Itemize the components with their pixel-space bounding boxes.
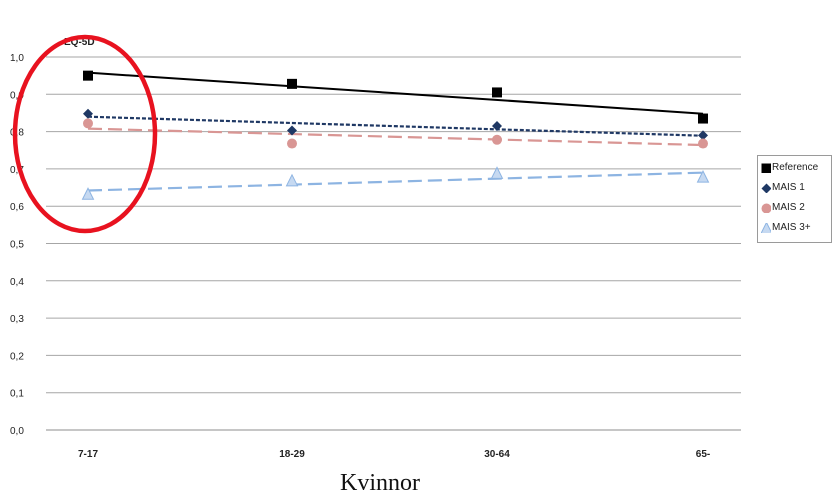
legend-label: MAIS 2: [772, 202, 805, 213]
legend-label: Reference: [772, 162, 819, 173]
y-axis-label: EQ-5D: [64, 37, 95, 48]
legend-marker: [761, 203, 771, 213]
legend-item: MAIS 3+: [761, 221, 811, 235]
legend-marker-icon: [761, 183, 771, 193]
legend-marker: [761, 163, 771, 173]
data-point: [698, 113, 708, 124]
x-tick-label: 30-64: [484, 449, 510, 460]
data-point: [83, 118, 93, 129]
legend-label: MAIS 1: [772, 182, 805, 193]
data-point: [287, 138, 297, 149]
data-point: [698, 138, 708, 149]
x-tick-label: 7-17: [78, 449, 98, 460]
y-tick-label: 0,6: [10, 202, 24, 213]
legend-marker-icon: [761, 163, 771, 173]
x-tick-label: 65-: [696, 449, 710, 460]
grid: [46, 56, 741, 431]
y-tick-label: 0,9: [10, 90, 24, 101]
data-point: [492, 134, 502, 145]
y-tick-label: 0,4: [10, 277, 24, 288]
data-point: [492, 121, 502, 132]
data-point: [490, 166, 504, 179]
trend-line: [87, 115, 704, 137]
data-point: [81, 187, 95, 200]
data-point: [492, 87, 502, 98]
legend-item: MAIS 2: [761, 201, 805, 215]
legend-marker: [761, 223, 771, 233]
trend-lines: [87, 71, 704, 192]
y-tick-label: 1,0: [10, 53, 24, 64]
x-tick-labels: 7-17 18-29 30-64 65-: [78, 449, 710, 460]
x-tick-label: 18-29: [279, 449, 305, 460]
legend-marker-icon: [761, 223, 771, 233]
legend-marker-icon: [761, 203, 771, 213]
data-point: [287, 78, 297, 89]
data-markers: [81, 70, 710, 200]
legend-marker: [761, 183, 771, 193]
y-tick-label: 0,5: [10, 240, 24, 251]
legend-label: MAIS 3+: [772, 222, 811, 233]
trend-line: [87, 171, 704, 192]
data-point: [285, 173, 299, 187]
y-tick-label: 0,2: [10, 351, 24, 362]
trend-line: [87, 127, 704, 147]
legend: Reference MAIS 1 MAIS 2 MAIS 3+: [757, 155, 832, 243]
legend-item: Reference: [761, 161, 818, 175]
data-point: [698, 130, 708, 141]
y-tick-label: 0,3: [10, 314, 24, 325]
data-point: [83, 70, 93, 81]
highlight-ellipse: [12, 34, 158, 234]
data-point: [696, 169, 710, 183]
x-axis-caption: Kvinnor: [340, 470, 420, 496]
data-point: [287, 125, 297, 136]
legend-item: MAIS 1: [761, 181, 805, 195]
data-point: [83, 108, 93, 119]
y-tick-label: 0,0: [10, 426, 24, 437]
y-tick-label: 0,7: [10, 165, 24, 176]
trend-line: [87, 71, 704, 115]
y-tick-label: 0,1: [10, 389, 24, 400]
